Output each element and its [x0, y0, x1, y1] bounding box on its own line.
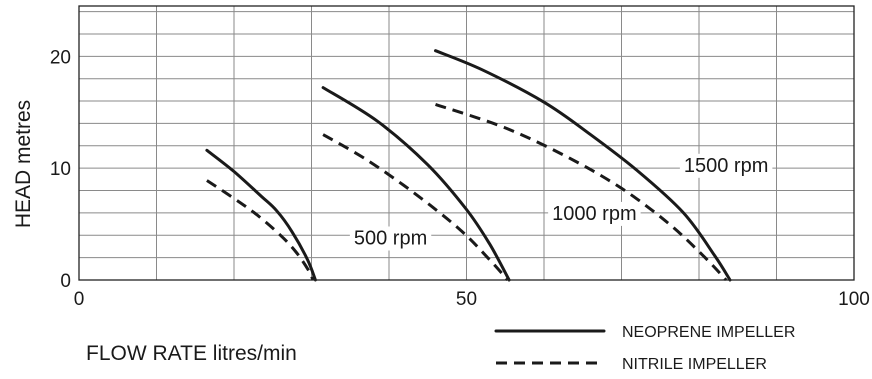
x-tick-label: 100	[838, 289, 870, 310]
rpm-label-background	[349, 226, 432, 251]
rpm-label-group: 1000 rpm	[548, 201, 641, 226]
x-tick-label: 50	[456, 289, 477, 310]
curve-500-rpm-neoprene	[205, 148, 317, 282]
x-tick-label: 0	[74, 289, 85, 310]
tick-labels: 0 50 100 0 10 20	[50, 47, 870, 310]
legend-label-neoprene: NEOPRENE IMPELLER	[622, 324, 795, 341]
rpm-annotations: 500 rpm 1000 rpm 1500 rpm	[349, 153, 773, 251]
curve-500-rpm-nitrile	[206, 179, 315, 281]
x-axis-label: FLOW RATE litres/min	[86, 342, 297, 365]
curve-1500-rpm-nitrile	[435, 102, 728, 282]
curve-1000-rpm-neoprene	[321, 86, 511, 282]
rpm-label-background	[548, 201, 641, 226]
curve-1000-rpm-nitrile	[322, 133, 509, 281]
rpm-label: 1000 rpm	[552, 203, 637, 225]
y-axis-label: HEAD metres	[12, 100, 35, 228]
rpm-label: 500 rpm	[354, 228, 427, 250]
curves	[205, 49, 732, 282]
curve-1500-rpm-neoprene	[434, 49, 732, 282]
rpm-label-group: 1500 rpm	[679, 153, 773, 178]
rpm-label-background	[679, 153, 773, 178]
grid	[79, 6, 854, 280]
y-tick-label: 20	[50, 47, 71, 68]
legend: NEOPRENE IMPELLER NITRILE IMPELLER	[494, 324, 795, 373]
rpm-label-group: 500 rpm	[349, 226, 432, 251]
y-tick-label: 10	[50, 159, 71, 180]
plot-frame	[78, 5, 855, 281]
rpm-label: 1500 rpm	[684, 155, 769, 177]
legend-label-nitrile: NITRILE IMPELLER	[622, 356, 767, 373]
y-tick-label: 0	[60, 271, 71, 292]
